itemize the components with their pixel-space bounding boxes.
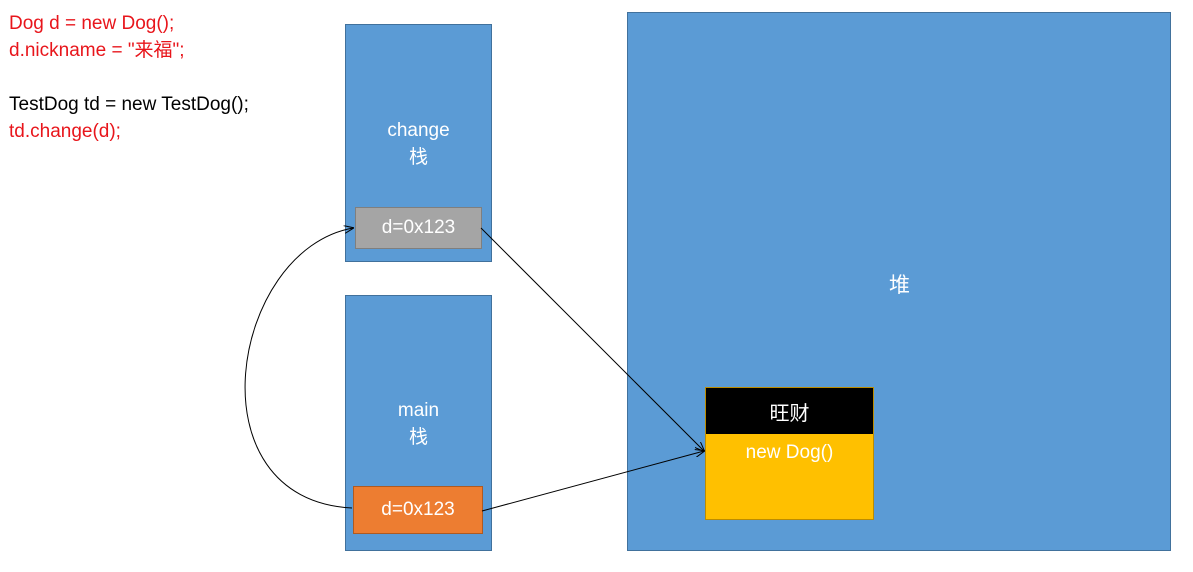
change-stack-label: change 栈 (346, 117, 491, 171)
main-stack-frame: main 栈 d=0x123 (345, 295, 492, 551)
main-stack-type: 栈 (408, 427, 428, 448)
change-stack-frame: change 栈 d=0x123 (345, 24, 492, 262)
code-line-4: td.change(d); (9, 121, 121, 142)
code-blank-line (9, 64, 249, 91)
change-stack-variable: d=0x123 (355, 207, 482, 249)
main-stack-variable: d=0x123 (353, 486, 483, 534)
dog-object-nickname: 旺财 (706, 388, 873, 434)
parameter-copy-arrow (244, 228, 353, 509)
code-line-2: d.nickname = "来福"; (9, 40, 185, 61)
main-stack-label: main 栈 (346, 397, 491, 451)
change-stack-name: change (387, 120, 450, 141)
dog-object: 旺财 new Dog() (705, 387, 874, 520)
heap-label: 堆 (889, 274, 910, 297)
code-line-1: Dog d = new Dog(); (9, 13, 175, 34)
code-listing: Dog d = new Dog(); d.nickname = "来福"; Te… (9, 10, 249, 145)
main-stack-name: main (397, 400, 440, 421)
code-line-3: TestDog td = new TestDog(); (9, 94, 249, 115)
heap-area: 堆 旺财 new Dog() (627, 12, 1171, 551)
change-stack-type: 栈 (408, 147, 428, 168)
dog-object-constructor: new Dog() (745, 442, 834, 463)
